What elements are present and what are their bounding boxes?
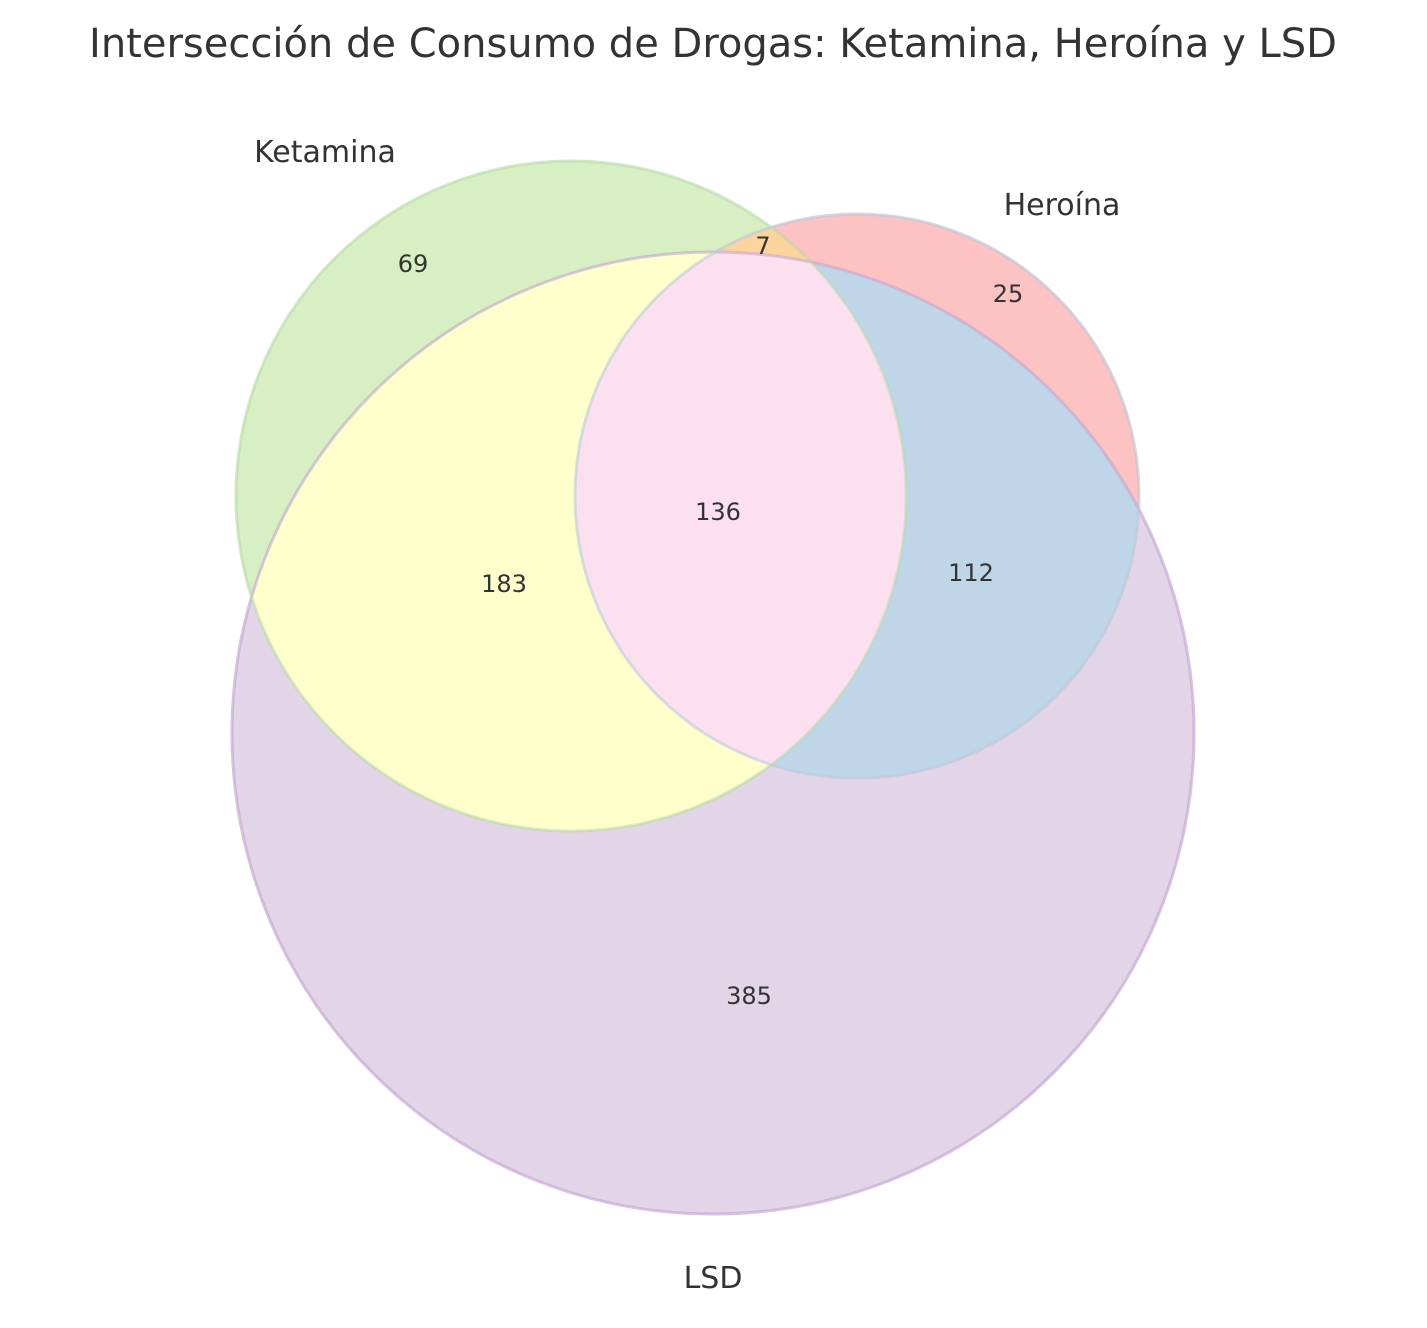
outline-ketamina [234, 159, 908, 833]
count-ketamina-lsd: 183 [481, 570, 527, 598]
outline-heroina [573, 212, 1141, 780]
label-ketamina: Ketamina [254, 135, 396, 170]
diagram-title: Intersección de Consumo de Drogas: Ketam… [89, 21, 1337, 67]
label-heroina: Heroína [1004, 188, 1121, 223]
label-lsd: LSD [684, 1261, 743, 1296]
count-ketamina-only: 69 [398, 250, 429, 278]
region-all-three [575, 252, 906, 778]
count-ketamina-heroina: 7 [755, 232, 770, 260]
count-lsd-only: 385 [726, 982, 772, 1010]
count-heroina-lsd: 112 [948, 559, 994, 587]
count-heroina-only: 25 [993, 280, 1024, 308]
count-all-three: 136 [695, 498, 741, 526]
